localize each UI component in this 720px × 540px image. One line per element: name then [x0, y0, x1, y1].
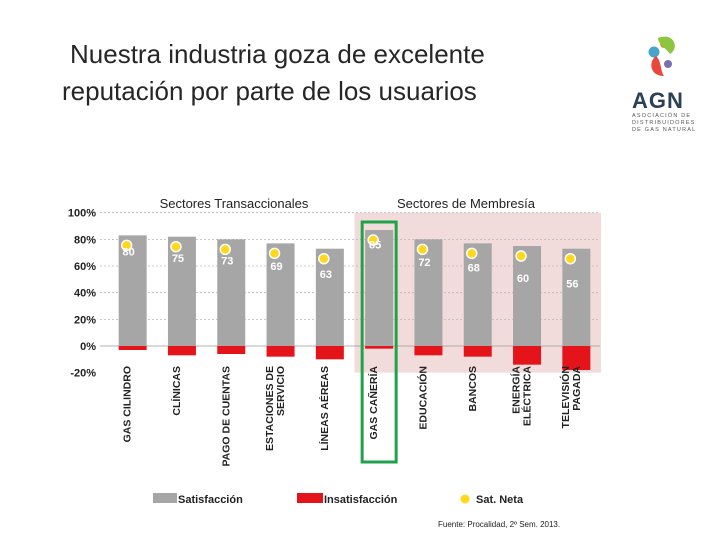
satisfaction-bar: [217, 239, 246, 346]
category-label: GAS CAÑERÍA: [367, 366, 380, 440]
dissatisfaction-bar: [513, 346, 542, 365]
dissatisfaction-bar: [266, 346, 295, 357]
satisfaction-bar: [167, 236, 196, 346]
satisfaction-bar: [562, 248, 591, 346]
net-satisfaction-marker: [367, 234, 379, 246]
net-value-label: 73: [221, 256, 233, 268]
legend-satisfaction-label: Satisfacción: [178, 494, 243, 506]
y-tick-label: 20%: [74, 314, 96, 326]
logo-subtitle: ASOCIACIÓN DE DISTRIBUIDORES DE GAS NATU…: [632, 113, 697, 133]
logo-leaf: [658, 36, 675, 54]
satisfaction-bar: [414, 239, 443, 346]
y-tick-label: 60%: [74, 261, 96, 273]
satisfaction-bar: [315, 248, 344, 346]
category-label: PAGO DE CUENTAS: [220, 366, 232, 467]
net-satisfaction-marker: [170, 240, 182, 253]
y-tick-label: 80%: [74, 234, 96, 246]
net-value-label: 69: [270, 261, 282, 273]
satisfaction-bar: [463, 243, 492, 346]
category-label: BANCOS: [467, 366, 479, 412]
category-label: ESTACIONES DESERVICIO: [264, 366, 287, 451]
category-label: CLÍNICAS: [170, 366, 183, 416]
dissatisfaction-bar: [463, 346, 492, 357]
net-satisfaction-marker: [466, 247, 478, 260]
dissatisfaction-bar: [217, 346, 246, 354]
legend-satisfaction-swatch: [153, 493, 177, 503]
dissatisfaction-bar: [414, 346, 443, 356]
net-value-label: 75: [172, 253, 184, 265]
group-label-membership: Sectores de Membresía: [397, 196, 536, 211]
group-label-transactional: Sectores Transaccionales: [160, 196, 309, 211]
legend-dissatisfaction-label: Insatisfacción: [324, 494, 398, 506]
category-label: TELEVISIÓNPAGADA: [559, 366, 583, 429]
y-tick-label: 100%: [68, 208, 96, 220]
satisfaction-bar: [266, 243, 295, 346]
net-value-label: 68: [468, 262, 480, 274]
page-title: Nuestra industria goza de excelente repu…: [62, 36, 582, 110]
net-satisfaction-marker: [416, 243, 429, 256]
agn-logo-mark: [648, 36, 675, 76]
net-satisfaction-marker: [268, 247, 281, 260]
net-value-label: 80: [123, 246, 135, 258]
y-tick-label: 0%: [80, 341, 96, 353]
net-value-label: 60: [517, 273, 529, 285]
category-label: GAS CILINDRO: [122, 366, 134, 442]
net-satisfaction-marker: [219, 243, 231, 256]
category-label: ENERGÍAELÉCTRICA: [510, 366, 534, 427]
logo-leaf: [651, 56, 664, 76]
net-value-label: 56: [566, 278, 578, 290]
satisfaction-bar: [365, 230, 394, 346]
net-satisfaction-marker: [120, 239, 133, 252]
legend-net-label: Sat. Neta: [476, 494, 524, 506]
y-tick-label: -20%: [70, 368, 96, 380]
net-satisfaction-marker: [564, 252, 577, 265]
dissatisfaction-bar: [118, 346, 147, 350]
title-line-2: reputación por parte de los usuarios: [62, 76, 477, 106]
dissatisfaction-bar: [365, 346, 394, 349]
logo-dot: [648, 46, 660, 58]
satisfaction-bar: [118, 235, 147, 346]
satisfaction-bar: [513, 246, 542, 346]
title-line-1: Nuestra industria goza de excelente: [70, 39, 485, 69]
dissatisfaction-bar: [167, 346, 196, 356]
y-tick-label: 40%: [74, 288, 96, 300]
dissatisfaction-bar: [562, 346, 591, 370]
dissatisfaction-bar: [315, 346, 344, 360]
net-value-label: 85: [369, 240, 381, 252]
net-satisfaction-marker: [318, 252, 330, 265]
logo-wordmark: AGN: [632, 88, 684, 113]
highlight-frame: [360, 220, 398, 464]
legend-dissatisfaction-swatch: [297, 493, 323, 503]
net-satisfaction-marker: [515, 250, 527, 262]
source-note: Fuente: Procalidad, 2º Sem. 2013.: [438, 520, 561, 529]
category-label: LÍNEAS AÉREAS: [318, 366, 331, 451]
legend-net-marker: [460, 494, 470, 504]
category-label: EDUCACIÓN: [416, 366, 429, 430]
logo-dot: [664, 60, 672, 68]
net-value-label: 63: [320, 269, 332, 281]
net-value-label: 72: [418, 257, 430, 269]
